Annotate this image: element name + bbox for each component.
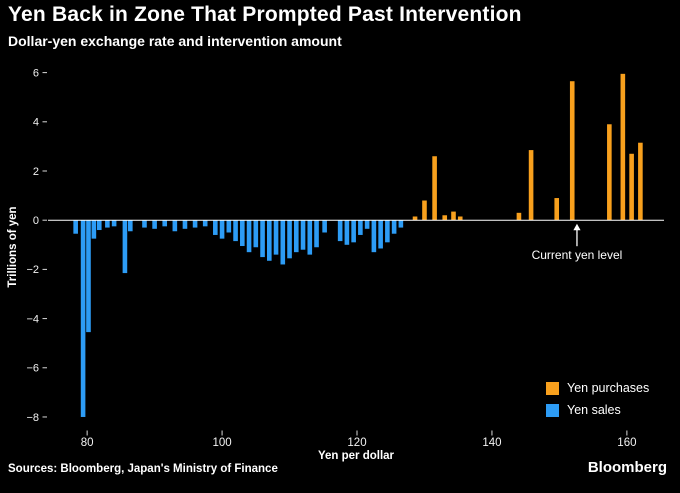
bar-yen-purchases	[620, 73, 626, 221]
bar-yen-sales	[378, 220, 383, 249]
bar-yen-sales	[152, 220, 157, 229]
bar-yen-purchases	[442, 215, 448, 221]
sources-text: Sources: Bloomberg, Japan's Ministry of …	[8, 463, 278, 475]
y-tick-label: 2	[33, 166, 39, 178]
bar-yen-purchases	[422, 200, 427, 221]
bar-yen-purchases	[629, 153, 634, 221]
bar-yen-sales	[293, 220, 299, 253]
bar-yen-sales	[86, 220, 91, 333]
bar-yen-sales	[105, 220, 110, 228]
bar-yen-purchases	[528, 150, 534, 221]
bar-yen-sales	[122, 220, 128, 274]
bar-yen-sales	[80, 220, 86, 417]
bar-yen-sales	[371, 220, 377, 253]
bar-yen-sales	[233, 220, 238, 242]
yen-purchases-swatch-icon	[546, 381, 559, 395]
y-axis-label: Trillions of yen	[7, 206, 19, 288]
bar-yen-sales	[358, 220, 363, 235]
bar-yen-sales	[273, 220, 279, 255]
bar-yen-sales	[246, 220, 252, 253]
bloomberg-logo: Bloomberg	[587, 459, 667, 476]
legend-item-yen-sales: Yen sales	[546, 403, 649, 417]
bar-yen-purchases	[607, 124, 612, 221]
bar-yen-sales	[344, 220, 350, 245]
x-tick-label: 100	[212, 437, 231, 449]
bar-yen-sales	[226, 220, 232, 233]
bar-yen-sales	[172, 220, 178, 232]
bar-yen-purchases	[638, 142, 643, 221]
bar-yen-sales	[162, 220, 168, 227]
legend-label-yen-purchases: Yen purchases	[567, 381, 650, 395]
y-tick-label: −4	[26, 313, 39, 325]
chart-subtitle: Dollar-yen exchange rate and interventio…	[8, 33, 342, 49]
bar-yen-sales	[307, 220, 313, 255]
bar-yen-sales	[391, 220, 397, 234]
bar-yen-sales	[213, 220, 218, 235]
bar-yen-sales	[111, 220, 117, 227]
bar-yen-sales	[182, 220, 188, 229]
x-tick-label: 80	[81, 437, 94, 449]
bar-yen-sales	[364, 220, 370, 229]
chart-legend: Yen purchases Yen sales	[546, 381, 649, 417]
annotation-arrow-head	[573, 223, 581, 231]
y-tick-label: 0	[33, 215, 39, 227]
bar-yen-sales	[322, 220, 327, 233]
bar-yen-sales	[91, 220, 97, 239]
bar-yen-sales	[73, 220, 78, 234]
bar-yen-sales	[398, 220, 404, 228]
bar-yen-purchases	[432, 156, 437, 221]
bar-yen-sales	[96, 220, 102, 231]
bar-yen-sales	[202, 220, 208, 227]
x-tick-label: 160	[617, 437, 636, 449]
bar-yen-sales	[280, 220, 286, 265]
y-tick-label: 6	[33, 67, 39, 79]
bar-yen-sales	[142, 220, 147, 228]
bar-yen-sales	[351, 220, 356, 243]
bar-yen-sales	[192, 220, 198, 228]
yen-sales-swatch-icon	[546, 403, 559, 417]
x-axis-label: Yen per dollar	[317, 450, 395, 462]
current-yen-level-annotation: Current yen level	[531, 248, 623, 263]
y-tick-label: −6	[26, 363, 39, 375]
legend-item-yen-purchases: Yen purchases	[546, 381, 649, 395]
bar-yen-purchases	[569, 81, 575, 221]
bar-yen-purchases	[554, 198, 560, 221]
bar-yen-purchases	[457, 216, 463, 221]
bar-yen-purchases	[451, 211, 456, 221]
bar-yen-sales	[267, 220, 272, 261]
bar-yen-purchases	[412, 216, 418, 221]
y-tick-label: 4	[33, 117, 39, 129]
bar-yen-sales	[385, 220, 390, 243]
bar-yen-purchases	[516, 212, 522, 221]
x-tick-label: 120	[347, 437, 366, 449]
y-tick-label: −8	[26, 412, 39, 424]
chart-title: Yen Back in Zone That Prompted Past Inte…	[8, 3, 522, 26]
legend-label-yen-sales: Yen sales	[567, 403, 621, 417]
x-tick-label: 140	[482, 437, 501, 449]
bar-yen-sales	[219, 220, 225, 239]
bar-yen-sales	[253, 220, 259, 248]
bar-yen-sales	[260, 220, 265, 258]
bar-yen-sales	[240, 220, 245, 247]
bar-yen-sales	[314, 220, 319, 248]
bar-yen-sales	[128, 220, 133, 232]
bar-yen-sales	[300, 220, 306, 250]
bar-yen-sales	[337, 220, 343, 242]
bar-yen-sales	[287, 220, 292, 259]
y-tick-label: −2	[26, 264, 39, 276]
